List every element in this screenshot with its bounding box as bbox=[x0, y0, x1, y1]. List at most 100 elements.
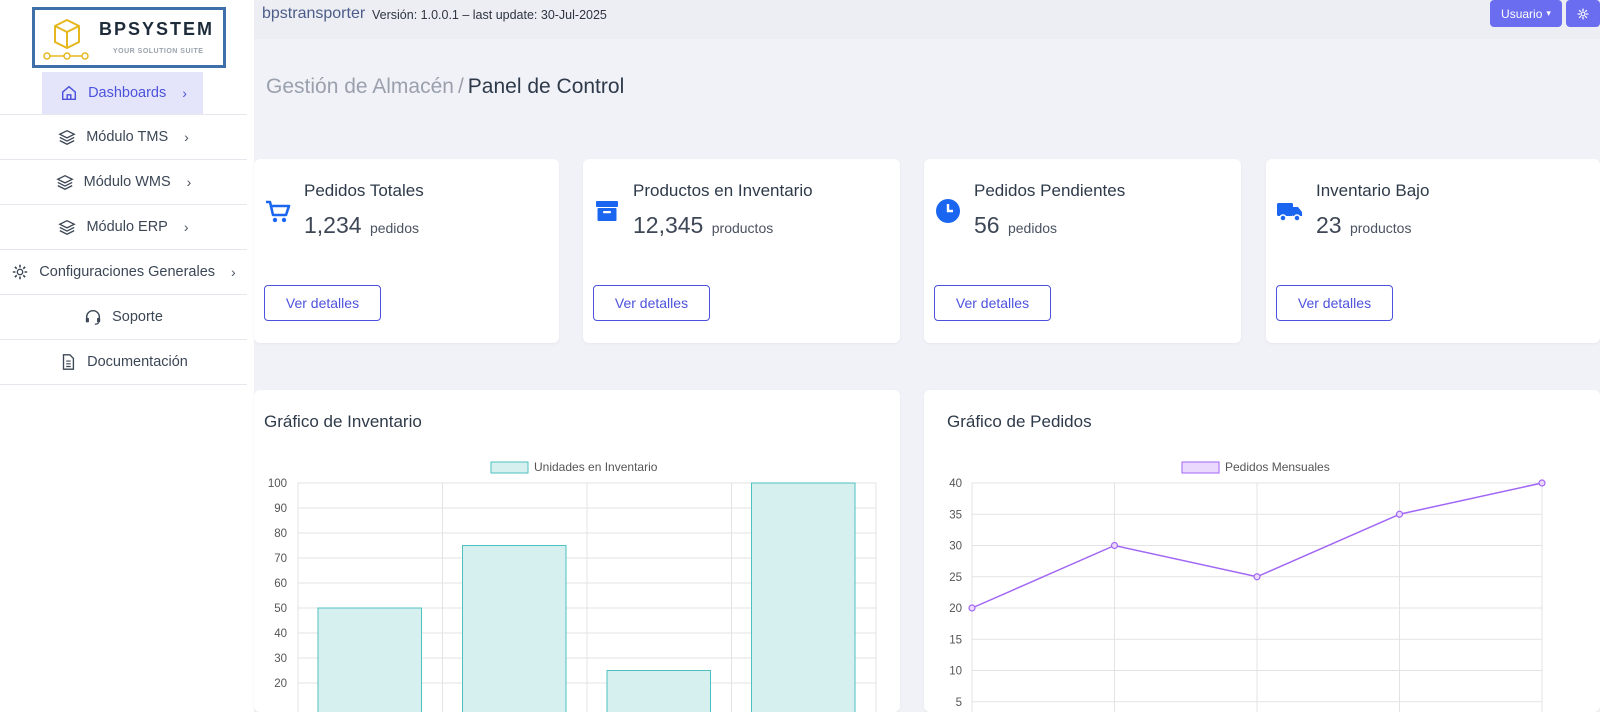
home-icon bbox=[62, 85, 77, 101]
sidebar-nav: Dashboards › Módulo TMS › Módulo WMS › M… bbox=[0, 72, 247, 385]
stat-value: 56 pedidos bbox=[974, 212, 1057, 239]
sidebar-item-soporte[interactable]: Soporte bbox=[0, 295, 247, 340]
legend-label: Pedidos Mensuales bbox=[1225, 460, 1330, 474]
chevron-right-icon: › bbox=[231, 264, 236, 280]
stat-unit: productos bbox=[1349, 220, 1412, 236]
stat-card-pedidos-totales: Pedidos Totales 1,234 pedidos Ver detall… bbox=[254, 159, 559, 343]
brand-tagline: YOUR SOLUTION SUITE bbox=[113, 48, 204, 55]
y-tick-label: 20 bbox=[949, 603, 962, 615]
user-menu-button[interactable]: Usuario ▾ bbox=[1490, 0, 1562, 27]
stat-card-pedidos-pendientes: Pedidos Pendientes 56 pedidos Ver detall… bbox=[924, 159, 1241, 343]
sidebar-item-label: Módulo WMS bbox=[83, 174, 171, 190]
sidebar-item-label: Módulo ERP bbox=[86, 219, 168, 235]
bar bbox=[606, 670, 711, 712]
breadcrumb-parent[interactable]: Gestión de Almacén bbox=[266, 75, 454, 98]
stat-number: 56 bbox=[974, 212, 1000, 238]
box-logo-icon bbox=[43, 18, 89, 60]
ver-detalles-button[interactable]: Ver detalles bbox=[934, 285, 1051, 321]
data-point bbox=[1253, 573, 1261, 581]
stat-number: 12,345 bbox=[633, 212, 704, 238]
stat-unit: pedidos bbox=[369, 220, 419, 236]
stat-value: 1,234 pedidos bbox=[304, 212, 419, 239]
y-tick-label: 30 bbox=[949, 541, 962, 553]
stat-title: Pedidos Pendientes bbox=[974, 181, 1126, 200]
chart-title: Gráfico de Pedidos bbox=[947, 412, 1092, 431]
app-name: bpstransporter bbox=[262, 5, 366, 22]
y-tick-label: 40 bbox=[274, 628, 287, 640]
ver-detalles-button[interactable]: Ver detalles bbox=[593, 285, 710, 321]
sidebar-item-tms[interactable]: Módulo TMS › bbox=[0, 115, 247, 160]
cart-icon bbox=[266, 200, 291, 223]
bar bbox=[751, 482, 856, 712]
sidebar-item-label: Módulo TMS bbox=[86, 129, 169, 145]
ver-detalles-button[interactable]: Ver detalles bbox=[264, 285, 381, 321]
data-point bbox=[1395, 510, 1404, 518]
clock-icon bbox=[936, 199, 960, 223]
data-point bbox=[1538, 479, 1546, 487]
chevron-right-icon: › bbox=[186, 174, 192, 190]
y-tick-label: 25 bbox=[949, 572, 962, 584]
stat-card-productos-inventario: Productos en Inventario 12,345 productos… bbox=[583, 159, 900, 343]
stat-unit: pedidos bbox=[1007, 220, 1058, 236]
bar bbox=[317, 607, 422, 712]
y-tick-label: 35 bbox=[949, 509, 962, 521]
stat-title: Inventario Bajo bbox=[1316, 181, 1430, 200]
stat-card-inventario-bajo: Inventario Bajo 23 productos Ver detalle… bbox=[1266, 159, 1600, 343]
stat-value: 12,345 productos bbox=[633, 212, 773, 239]
layers-icon bbox=[58, 219, 77, 235]
y-tick-label: 60 bbox=[274, 578, 287, 590]
headset-icon bbox=[85, 309, 101, 325]
chevron-right-icon: › bbox=[184, 129, 189, 145]
inventory-chart-card: Gráfico de Inventario Unidades en Invent… bbox=[254, 390, 900, 712]
y-tick-label: 5 bbox=[956, 697, 962, 709]
layers-icon bbox=[55, 174, 74, 190]
gear-icon bbox=[1577, 8, 1589, 19]
bar bbox=[462, 545, 567, 712]
y-tick-label: 70 bbox=[274, 553, 287, 565]
y-tick-label: 10 bbox=[949, 666, 962, 678]
version-label: Versión: 1.0.0.1 – last update: 30-Jul-2… bbox=[372, 8, 607, 22]
ver-detalles-button[interactable]: Ver detalles bbox=[1276, 285, 1393, 321]
chart-title: Gráfico de Inventario bbox=[264, 412, 422, 431]
breadcrumb-separator: / bbox=[457, 75, 464, 98]
sidebar-item-label: Dashboards bbox=[88, 85, 167, 101]
sidebar-item-config[interactable]: Configuraciones Generales › bbox=[0, 250, 247, 295]
active-highlight bbox=[42, 72, 203, 114]
settings-button[interactable] bbox=[1566, 0, 1600, 27]
legend-label: Unidades en Inventario bbox=[534, 460, 658, 474]
stat-number: 1,234 bbox=[304, 212, 362, 238]
sidebar: BPSYSTEM YOUR SOLUTION SUITE Dashboards … bbox=[0, 0, 254, 712]
sidebar-item-label: Configuraciones Generales bbox=[39, 264, 216, 280]
brand-logo[interactable]: BPSYSTEM YOUR SOLUTION SUITE bbox=[32, 7, 226, 68]
y-tick-label: 20 bbox=[274, 678, 287, 690]
y-tick-label: 40 bbox=[949, 478, 962, 490]
y-tick-label: 100 bbox=[268, 478, 287, 490]
y-tick-label: 80 bbox=[274, 528, 287, 540]
layers-icon bbox=[58, 129, 76, 145]
sidebar-item-dashboards[interactable]: Dashboards › bbox=[0, 72, 247, 115]
stat-title: Pedidos Totales bbox=[304, 181, 424, 200]
page-title: Panel de Control bbox=[467, 75, 625, 98]
y-tick-label: 90 bbox=[274, 503, 287, 515]
truck-icon bbox=[1277, 203, 1302, 222]
breadcrumb: Gestión de Almacén / Panel de Control bbox=[266, 75, 624, 99]
sidebar-item-erp[interactable]: Módulo ERP › bbox=[0, 205, 247, 250]
y-tick-label: 50 bbox=[274, 603, 287, 615]
inventory-bar-chart: Unidades en Inventario 20 30 40 50 60 70 80 90 10… bbox=[268, 460, 877, 712]
stat-unit: productos bbox=[711, 220, 774, 236]
archive-icon bbox=[596, 201, 618, 221]
stat-value: 23 productos bbox=[1316, 212, 1411, 239]
sidebar-item-wms[interactable]: Módulo WMS › bbox=[0, 160, 247, 205]
legend-swatch bbox=[490, 461, 529, 474]
sidebar-item-label: Soporte bbox=[112, 309, 163, 325]
chevron-right-icon: › bbox=[182, 85, 187, 101]
user-menu-label: Usuario bbox=[1501, 6, 1543, 21]
sidebar-item-documentacion[interactable]: Documentación bbox=[0, 340, 247, 385]
legend-swatch bbox=[1181, 461, 1220, 474]
brand-name: BPSYSTEM bbox=[99, 19, 215, 39]
orders-line-chart: Pedidos Mensuales 5 10 15 20 25 30 35 40 bbox=[949, 460, 1546, 712]
orders-chart-card: Gráfico de Pedidos Pedidos Mensuales 5 10 1… bbox=[924, 390, 1600, 712]
data-point bbox=[1110, 541, 1119, 550]
sidebar-item-label: Documentación bbox=[87, 354, 188, 370]
chevron-down-icon: ▾ bbox=[1546, 8, 1551, 18]
